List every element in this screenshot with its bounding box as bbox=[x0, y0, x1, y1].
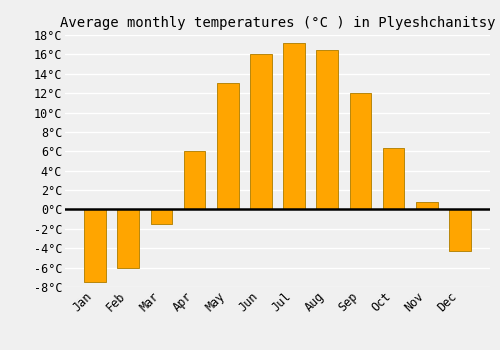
Bar bbox=[184, 151, 206, 209]
Bar bbox=[84, 209, 106, 282]
Bar bbox=[284, 43, 305, 209]
Bar bbox=[350, 93, 371, 209]
Bar bbox=[316, 50, 338, 209]
Bar bbox=[217, 83, 238, 209]
Bar bbox=[449, 209, 470, 251]
Bar bbox=[118, 209, 139, 268]
Title: Average monthly temperatures (°C ) in Plyeshchanitsy: Average monthly temperatures (°C ) in Pl… bbox=[60, 16, 495, 30]
Bar bbox=[250, 54, 272, 209]
Bar bbox=[150, 209, 172, 224]
Bar bbox=[383, 148, 404, 209]
Bar bbox=[416, 202, 438, 209]
